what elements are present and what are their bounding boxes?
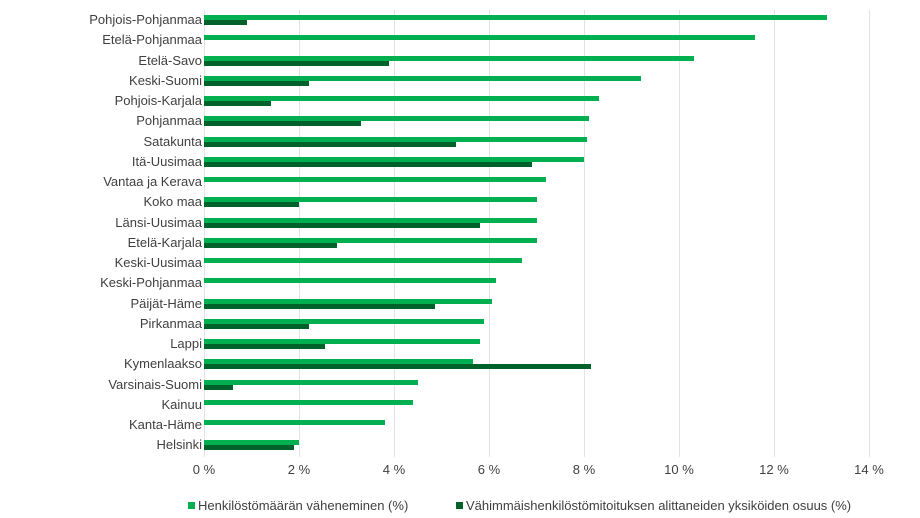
x-tick-label: 2 % [287, 462, 311, 477]
category-label: Helsinki [156, 437, 202, 452]
gridline [204, 10, 205, 457]
bar-below-minimum-staffing[interactable] [204, 223, 480, 228]
x-tick-label: 14 % [854, 462, 884, 477]
bar-staff-decrease[interactable] [204, 137, 587, 142]
bar-below-minimum-staffing[interactable] [204, 364, 591, 369]
gridline [299, 10, 300, 457]
category-label: Keski-Pohjanmaa [100, 275, 202, 290]
bar-staff-decrease[interactable] [204, 56, 694, 61]
bar-below-minimum-staffing[interactable] [204, 385, 233, 390]
bar-staff-decrease[interactable] [204, 278, 496, 283]
gridline [394, 10, 395, 457]
category-label: Kanta-Häme [129, 417, 202, 432]
gridline [774, 10, 775, 457]
gridline [679, 10, 680, 457]
bar-below-minimum-staffing[interactable] [204, 445, 294, 450]
category-label: Keski-Suomi [129, 73, 202, 88]
bar-staff-decrease[interactable] [204, 15, 827, 20]
bar-staff-decrease[interactable] [204, 177, 546, 182]
bar-staff-decrease[interactable] [204, 76, 641, 81]
category-label: Etelä-Savo [138, 53, 202, 68]
bar-below-minimum-staffing[interactable] [204, 243, 337, 248]
bar-staff-decrease[interactable] [204, 440, 299, 445]
category-label: Keski-Uusimaa [114, 255, 202, 270]
bar-staff-decrease[interactable] [204, 197, 537, 202]
category-label: Etelä-Karjala [127, 235, 202, 250]
bar-below-minimum-staffing[interactable] [204, 344, 325, 349]
bar-below-minimum-staffing[interactable] [204, 61, 389, 66]
bar-staff-decrease[interactable] [204, 96, 599, 101]
bar-staff-decrease[interactable] [204, 400, 413, 405]
bar-staff-decrease[interactable] [204, 339, 480, 344]
x-tick-label: 12 % [759, 462, 789, 477]
category-label: Pirkanmaa [139, 316, 202, 331]
legend-label: Henkilöstömäärän väheneminen (%) [198, 498, 409, 513]
legend-swatch-icon [456, 502, 463, 509]
bar-staff-decrease[interactable] [204, 116, 589, 121]
legend-item-series-2[interactable]: Vähimmäishenkilöstömitoituksen alittanei… [456, 498, 851, 513]
bar-staff-decrease[interactable] [204, 218, 537, 223]
category-label: Satakunta [143, 134, 202, 149]
bar-staff-decrease[interactable] [204, 380, 418, 385]
x-tick-label: 4 % [382, 462, 406, 477]
bar-below-minimum-staffing[interactable] [204, 20, 247, 25]
legend: Henkilöstömäärän väheneminen (%) Vähimmä… [0, 498, 920, 516]
gridline [584, 10, 585, 457]
bar-below-minimum-staffing[interactable] [204, 162, 532, 167]
legend-item-series-1[interactable]: Henkilöstömäärän väheneminen (%) [188, 498, 408, 513]
legend-label: Vähimmäishenkilöstömitoituksen alittanei… [466, 498, 852, 513]
category-label: Etelä-Pohjanmaa [102, 32, 202, 47]
bar-below-minimum-staffing[interactable] [204, 324, 309, 329]
category-label: Lappi [170, 336, 202, 351]
legend-swatch-icon [188, 502, 195, 509]
bar-staff-decrease[interactable] [204, 299, 492, 304]
category-label: Kainuu [161, 397, 202, 412]
bar-staff-decrease[interactable] [204, 420, 385, 425]
bar-staff-decrease[interactable] [204, 238, 537, 243]
category-label: Pohjois-Pohjanmaa [89, 12, 202, 27]
category-label: Koko maa [143, 194, 202, 209]
category-label: Länsi-Uusimaa [115, 215, 202, 230]
bar-staff-decrease[interactable] [204, 35, 755, 40]
bar-below-minimum-staffing[interactable] [204, 304, 435, 309]
category-label: Vantaa ja Kerava [103, 174, 202, 189]
category-label: Kymenlaakso [123, 356, 202, 371]
gridline [869, 10, 870, 457]
gridline [489, 10, 490, 457]
category-label: Päijät-Häme [130, 296, 202, 311]
x-tick-label: 6 % [477, 462, 501, 477]
bar-below-minimum-staffing[interactable] [204, 121, 361, 126]
x-tick-label: 8 % [572, 462, 596, 477]
bar-below-minimum-staffing[interactable] [204, 202, 299, 207]
x-tick-label: 10 % [664, 462, 694, 477]
category-label: Pohjanmaa [136, 113, 202, 128]
bar-below-minimum-staffing[interactable] [204, 81, 309, 86]
bar-below-minimum-staffing[interactable] [204, 101, 271, 106]
category-label: Varsinais-Suomi [108, 377, 202, 392]
bar-staff-decrease[interactable] [204, 157, 584, 162]
bar-below-minimum-staffing[interactable] [204, 142, 456, 147]
category-label: Pohjois-Karjala [114, 93, 202, 108]
bar-staff-decrease[interactable] [204, 258, 522, 263]
bar-staff-decrease[interactable] [204, 319, 484, 324]
category-label: Itä-Uusimaa [131, 154, 202, 169]
bar-staff-decrease[interactable] [204, 359, 473, 364]
x-tick-label: 0 % [192, 462, 216, 477]
